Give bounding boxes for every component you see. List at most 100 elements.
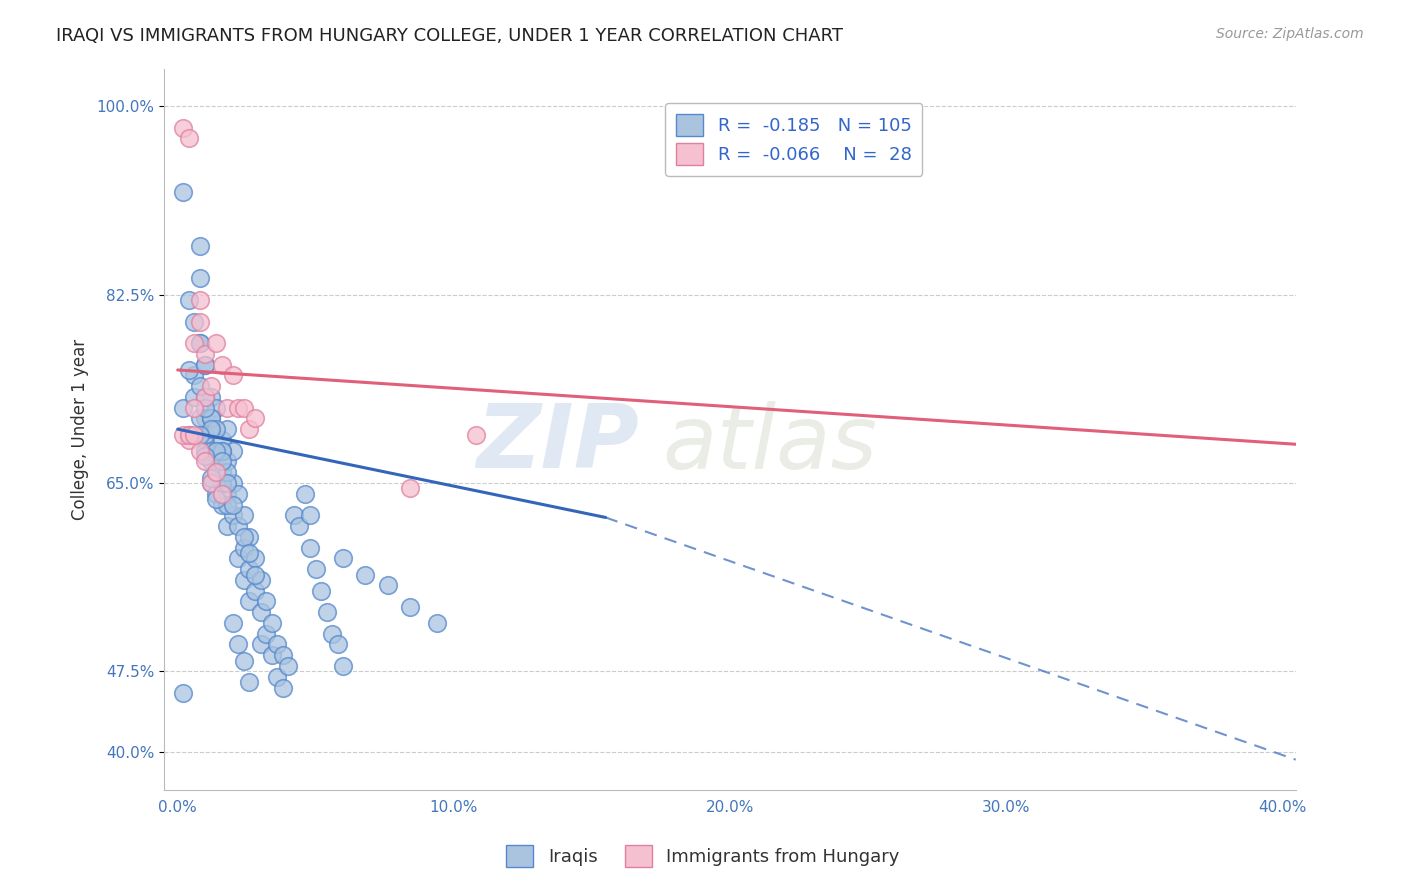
Point xyxy=(194,401,217,415)
Point xyxy=(326,638,349,652)
Point xyxy=(183,390,205,404)
Point xyxy=(205,422,228,436)
Point xyxy=(217,422,239,436)
Point xyxy=(243,583,266,598)
Point xyxy=(238,675,260,690)
Point xyxy=(205,336,228,351)
Point xyxy=(194,390,217,404)
Point xyxy=(377,578,399,592)
Point xyxy=(321,626,343,640)
Point xyxy=(188,314,211,328)
Point xyxy=(217,465,239,479)
Point xyxy=(188,293,211,307)
Point xyxy=(271,648,294,663)
Point xyxy=(233,508,256,523)
Point xyxy=(205,487,228,501)
Point xyxy=(249,638,271,652)
Point xyxy=(200,454,222,468)
Point xyxy=(233,530,256,544)
Point xyxy=(233,541,256,555)
Point xyxy=(194,433,217,447)
Point xyxy=(205,443,228,458)
Point xyxy=(211,454,233,468)
Point xyxy=(222,443,245,458)
Point xyxy=(299,508,322,523)
Point xyxy=(211,498,233,512)
Point xyxy=(217,475,239,490)
Point xyxy=(200,379,222,393)
Point xyxy=(243,411,266,425)
Point xyxy=(228,519,250,533)
Point xyxy=(398,482,420,496)
Point xyxy=(305,562,328,576)
Point xyxy=(309,583,332,598)
Point xyxy=(332,551,354,566)
Point xyxy=(217,519,239,533)
Point xyxy=(205,465,228,479)
Point xyxy=(200,390,222,404)
Point xyxy=(217,498,239,512)
Point xyxy=(194,443,217,458)
Point xyxy=(211,465,233,479)
Point xyxy=(277,659,299,673)
Point xyxy=(288,519,311,533)
Point xyxy=(315,605,337,619)
Point xyxy=(183,401,205,415)
Point xyxy=(233,654,256,668)
Point xyxy=(188,411,211,425)
Point xyxy=(200,475,222,490)
Point xyxy=(188,336,211,351)
Point xyxy=(194,454,217,468)
Point xyxy=(398,599,420,614)
Point xyxy=(211,487,233,501)
Point xyxy=(194,347,217,361)
Point xyxy=(283,508,305,523)
Point xyxy=(188,427,211,442)
Point xyxy=(205,401,228,415)
Point xyxy=(194,449,217,463)
Point xyxy=(222,498,245,512)
Point xyxy=(183,314,205,328)
Point xyxy=(238,422,260,436)
Point xyxy=(217,487,239,501)
Point xyxy=(271,681,294,695)
Point xyxy=(266,670,288,684)
Point xyxy=(228,551,250,566)
Point xyxy=(188,271,211,285)
Point xyxy=(211,358,233,372)
Point xyxy=(172,120,194,135)
Point xyxy=(249,605,271,619)
Point xyxy=(177,427,200,442)
Point xyxy=(294,487,316,501)
Point xyxy=(260,648,283,663)
Point xyxy=(228,401,250,415)
Point xyxy=(200,411,222,425)
Point xyxy=(238,562,260,576)
Point xyxy=(211,475,233,490)
Point xyxy=(205,492,228,507)
Point xyxy=(238,530,260,544)
Point xyxy=(200,422,222,436)
Point xyxy=(228,487,250,501)
Point xyxy=(194,411,217,425)
Point xyxy=(222,475,245,490)
Point xyxy=(211,443,233,458)
Point xyxy=(200,475,222,490)
Point xyxy=(194,390,217,404)
Text: atlas: atlas xyxy=(662,401,877,487)
Text: ZIP: ZIP xyxy=(477,401,640,487)
Point xyxy=(183,427,205,442)
Point xyxy=(194,427,217,442)
Point xyxy=(243,567,266,582)
Point xyxy=(217,454,239,468)
Point xyxy=(238,546,260,560)
Point xyxy=(260,615,283,630)
Point xyxy=(332,659,354,673)
Point xyxy=(194,358,217,372)
Point xyxy=(254,626,277,640)
Point xyxy=(188,379,211,393)
Legend: R =  -0.185   N = 105, R =  -0.066    N =  28: R = -0.185 N = 105, R = -0.066 N = 28 xyxy=(665,103,922,176)
Point xyxy=(249,573,271,587)
Point xyxy=(464,427,486,442)
Point xyxy=(354,567,377,582)
